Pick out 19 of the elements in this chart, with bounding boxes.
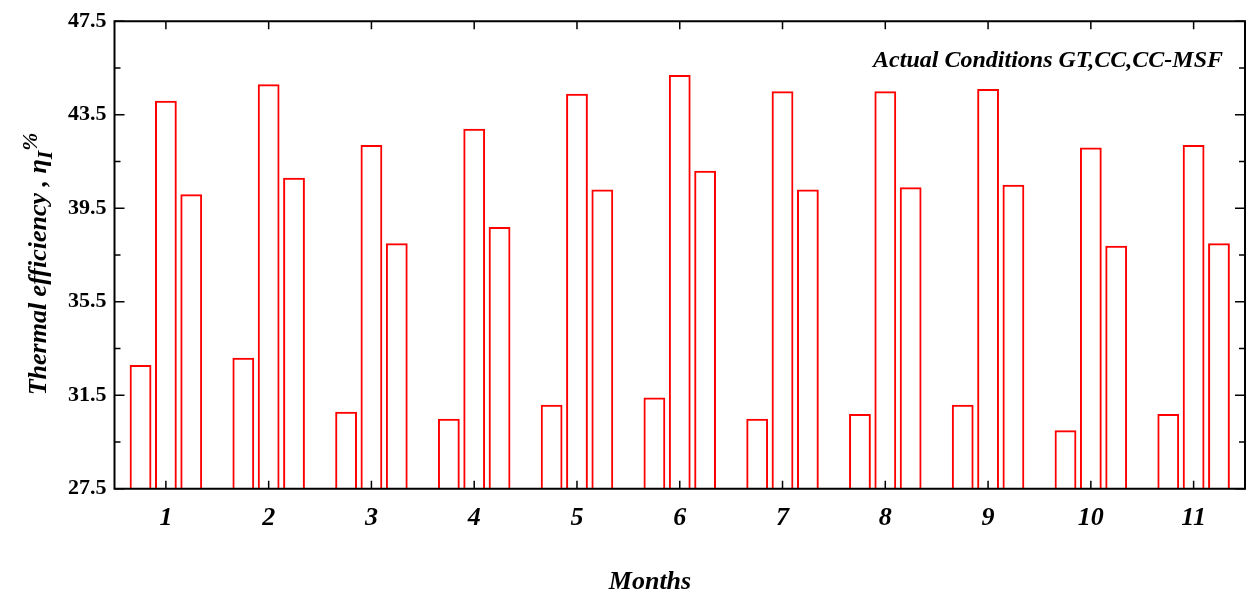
x-tick-label: 5 [570,502,584,532]
x-tick-label: 10 [1077,502,1104,532]
x-tick-label: 8 [878,502,892,532]
x-tick-label: 4 [466,502,481,532]
y-tick-label: 39.5 [68,193,107,219]
y-tick-label: 43.5 [68,100,107,126]
x-tick-label: 2 [261,502,276,532]
x-tick-label: 11 [1181,502,1206,532]
x-tick-label: 7 [776,502,791,532]
x-tick-label: 1 [159,502,173,532]
y-tick-label: 27.5 [68,474,107,500]
x-axis-title: Months [608,566,692,596]
x-tick-label: 9 [981,502,995,532]
x-tick-label: 6 [673,502,687,532]
x-tick-label: 3 [363,502,378,532]
y-tick-label: 47.5 [68,6,107,32]
annotation: Actual Conditions GT,CC,CC-MSF [871,46,1223,73]
y-tick-label: 31.5 [68,380,107,406]
y-tick-label: 35.5 [68,287,107,313]
